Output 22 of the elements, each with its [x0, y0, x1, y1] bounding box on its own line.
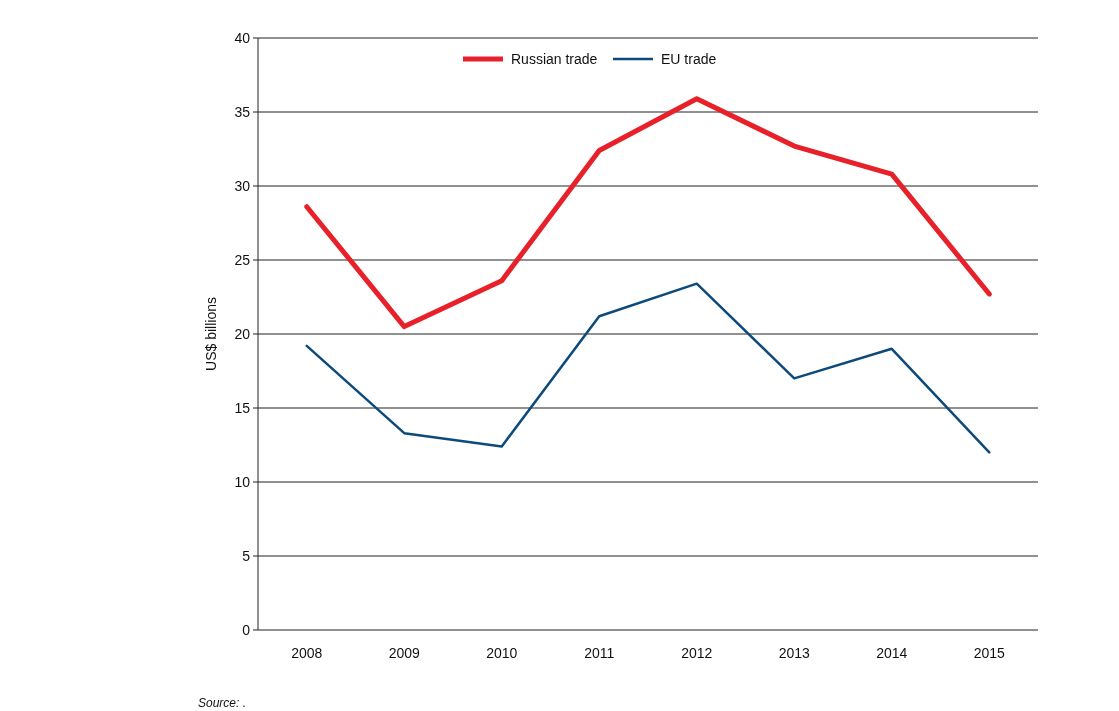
y-tick-label: 0 [242, 621, 251, 638]
x-tick-label: 2012 [681, 645, 713, 661]
legend-label: EU trade [661, 50, 717, 67]
x-tick-label: 2015 [973, 645, 1006, 661]
y-tick-label: 5 [242, 547, 251, 564]
x-tick-label: 2010 [486, 645, 518, 661]
y-tick-label: 15 [234, 399, 251, 416]
y-tick-label: 25 [234, 251, 251, 268]
y-tick-label: 20 [234, 325, 251, 342]
line-series [305, 282, 991, 454]
x-tick-label: 2013 [778, 645, 811, 661]
x-tick-label: 2014 [876, 645, 908, 661]
y-tick-label: 10 [234, 473, 251, 490]
source-note: Source: . [198, 696, 247, 710]
y-tick-label: 35 [234, 103, 251, 120]
legend-label: Russian trade [511, 50, 598, 67]
y-tick-label: 30 [234, 177, 251, 194]
y-tick-label: 40 [234, 29, 251, 46]
y-axis-title: US$ billions [203, 297, 219, 371]
x-tick-label: 2008 [291, 645, 323, 661]
x-tick-label: 2009 [388, 645, 421, 661]
x-tick-label: 2011 [584, 645, 615, 661]
